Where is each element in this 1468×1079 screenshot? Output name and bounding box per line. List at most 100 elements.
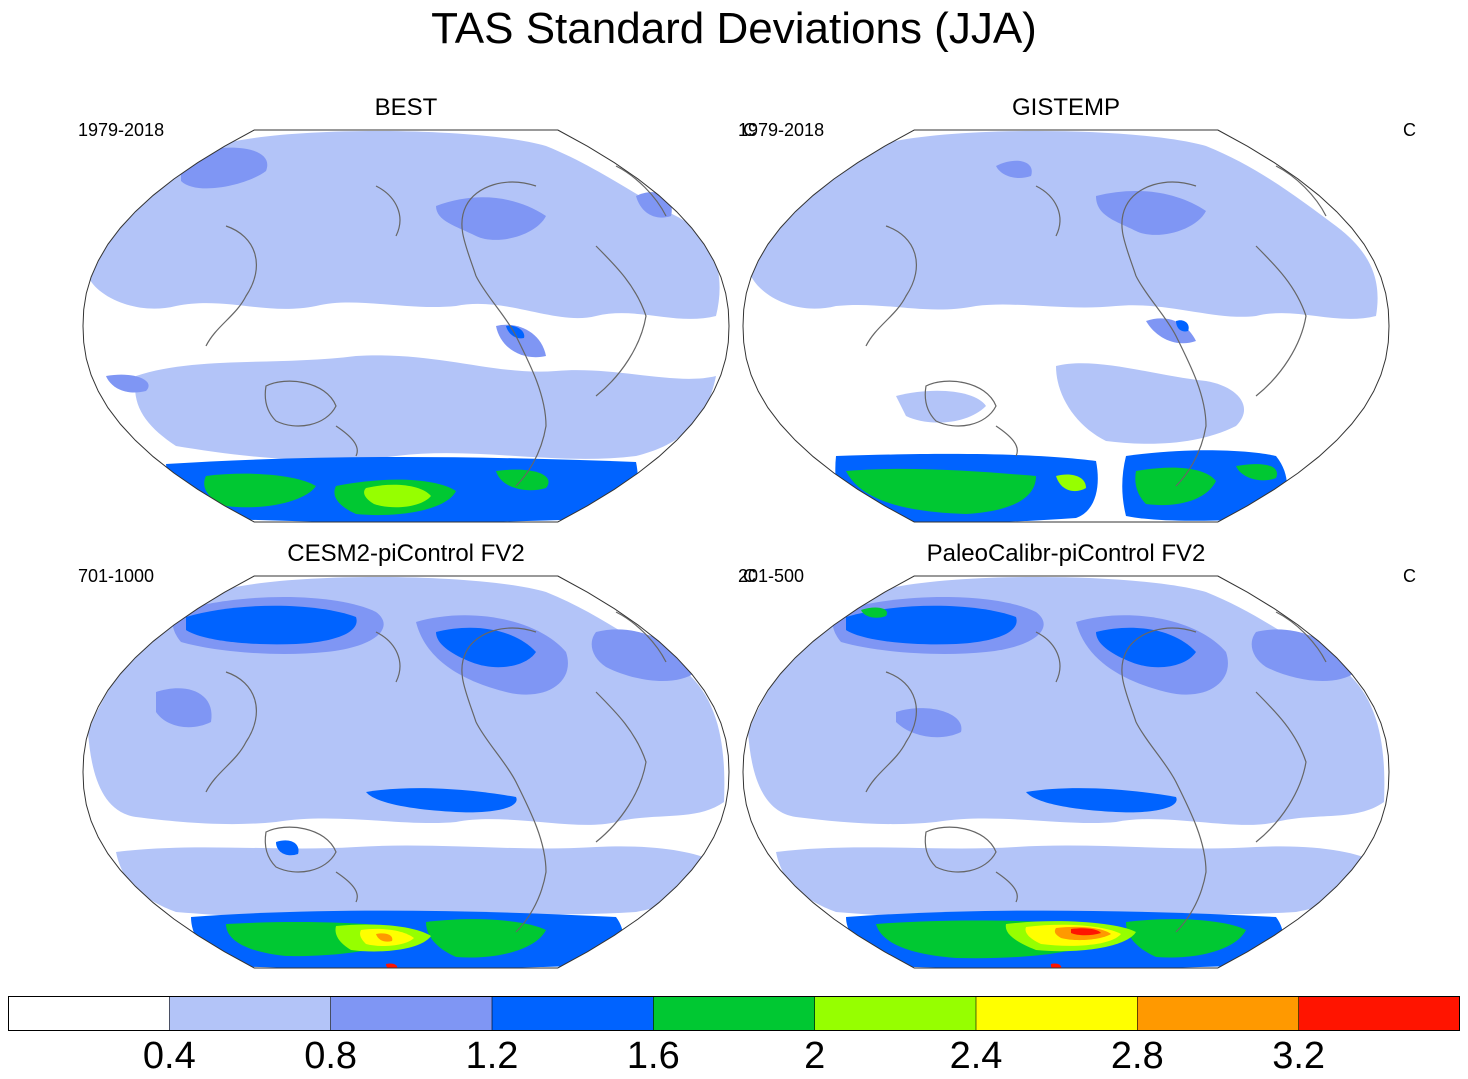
contour-region (1236, 464, 1277, 481)
contour-region (366, 788, 517, 813)
coastline (1121, 627, 1197, 723)
coastline (375, 631, 401, 683)
contour-region (1096, 191, 1206, 235)
map-panel-best: BEST 1979-2018 C (76, 94, 756, 536)
colorbar-swatch (1298, 996, 1460, 1031)
contour-region (996, 160, 1032, 178)
coastline (995, 425, 1018, 457)
contour-region (1126, 919, 1246, 958)
coastline (475, 275, 547, 487)
panel-title: CESM2-piControl FV2 (287, 540, 525, 567)
colorbar-swatch (1137, 996, 1300, 1031)
coastline (1275, 611, 1327, 663)
contour-region (1096, 627, 1196, 668)
colorbar-frame (8, 996, 1460, 1031)
colorbar-tick-label: 1.6 (626, 1035, 680, 1077)
map-border (742, 575, 1390, 969)
colorbar-swatch (492, 996, 654, 1031)
contour-region (506, 325, 525, 339)
colorbar-tick-label: 2.8 (1110, 1035, 1164, 1077)
panel-period: 1979-2018 (738, 120, 825, 140)
figure-title: TAS Standard Deviations (JJA) (431, 4, 1037, 53)
colorbar-swatch (976, 996, 1138, 1031)
contour-region (846, 468, 1036, 514)
coastline (461, 627, 537, 723)
contour-region (776, 845, 1376, 919)
coastline (335, 871, 358, 903)
colorbar (8, 996, 1460, 1031)
coastline (924, 826, 997, 873)
colorbar-swatch (814, 996, 977, 1031)
contour-region (846, 605, 1017, 645)
panel-period: 701-1000 (78, 566, 155, 586)
map-border (82, 129, 730, 523)
colorbar-tick-label: 2 (804, 1035, 826, 1077)
contour-region (1135, 467, 1216, 506)
colorbar-ticks: 0.4 0.8 1.2 1.6 2 2.4 2.8 3.2 (8, 1034, 1460, 1078)
colorbar-swatch (653, 996, 816, 1031)
contour-region (276, 840, 299, 856)
map-cesm2 (82, 575, 730, 969)
coastline (1135, 721, 1207, 933)
coastline (615, 165, 667, 217)
panel-title: GISTEMP (1011, 94, 1120, 121)
map-gistemp (742, 129, 1390, 523)
coastline (1121, 181, 1197, 277)
coastline (475, 721, 547, 933)
colorbar-tick-label: 0.4 (142, 1035, 196, 1077)
coastline (1035, 631, 1061, 683)
contour-region (1146, 318, 1196, 344)
coastline (595, 691, 647, 843)
coastline (1255, 691, 1307, 843)
coastline (1135, 275, 1207, 487)
contour-region (1050, 963, 1062, 968)
panel-title: BEST (374, 94, 438, 121)
coastline (595, 245, 647, 397)
contour-region (861, 607, 887, 618)
map-border (742, 129, 1390, 523)
contour-region (156, 688, 212, 728)
colorbar-tick-label: 1.2 (465, 1035, 519, 1077)
coastline (461, 181, 537, 277)
coastline (1275, 165, 1327, 217)
colorbar-swatch (8, 996, 170, 1031)
contour-region (186, 605, 357, 645)
contour-region (1251, 629, 1356, 682)
panel-unit: C (743, 120, 756, 140)
panel-unit: C (743, 566, 756, 586)
contour-region (1071, 928, 1101, 936)
contour-region (204, 473, 316, 508)
coastline (865, 671, 917, 793)
panel-title: PaleoCalibr-piControl FV2 (926, 540, 1206, 567)
colorbar-swatch (169, 996, 332, 1031)
contour-region (436, 197, 546, 240)
map-field (83, 576, 729, 968)
panel-period: 1979-2018 (78, 120, 165, 140)
map-panel-paleocalibr: PaleoCalibr-piControl FV2 201-500 C (736, 540, 1416, 982)
coastline (375, 185, 401, 237)
coastline (335, 425, 358, 457)
coastline (205, 225, 257, 347)
map-best (82, 129, 730, 523)
contour-region (748, 577, 1385, 825)
colorbar-tick-label: 3.2 (1272, 1035, 1326, 1077)
contour-region (364, 484, 431, 508)
coastline (924, 380, 997, 427)
map-panel-gistemp: GISTEMP 1979-2018 C (736, 94, 1416, 536)
panel-period: 201-500 (738, 566, 805, 586)
coastline (205, 671, 257, 793)
panel-unit: C (1403, 120, 1416, 140)
coastline (264, 380, 337, 427)
map-border (82, 575, 730, 969)
contour-region (106, 374, 149, 393)
map-field (743, 576, 1389, 968)
coastline (615, 611, 667, 663)
colorbar-swatch (330, 996, 493, 1031)
contour-region (386, 963, 398, 968)
coastline (995, 871, 1018, 903)
contour-region (1026, 788, 1177, 813)
map-field (743, 130, 1389, 522)
map-paleocalibr (742, 575, 1390, 969)
map-field (83, 130, 729, 522)
contour-region (896, 390, 986, 423)
